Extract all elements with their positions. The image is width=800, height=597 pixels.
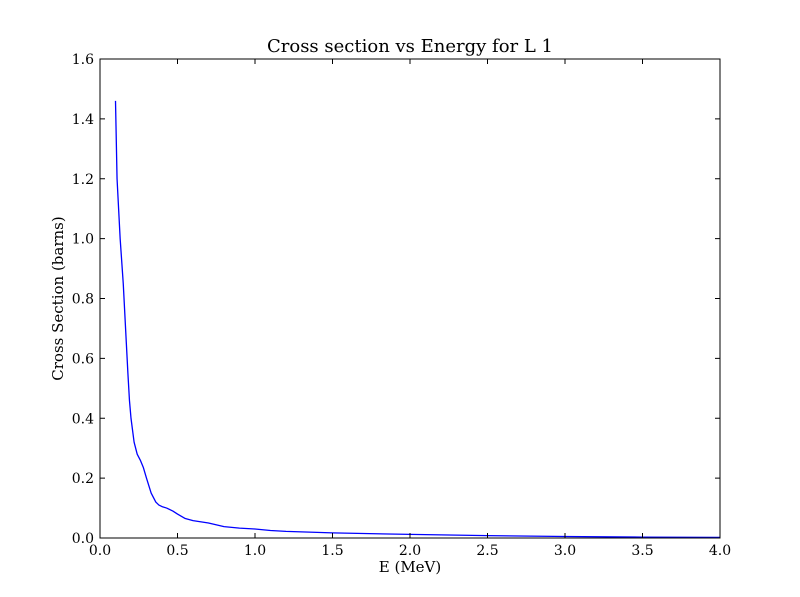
x-tick-label: 3.5 <box>631 543 653 559</box>
x-tick-label: 0.5 <box>166 543 188 559</box>
y-tick-label: 0.2 <box>72 471 94 487</box>
y-tick-label: 0.4 <box>72 411 94 427</box>
x-tick-label: 1.0 <box>244 543 266 559</box>
series-line-0 <box>114 100 721 539</box>
x-axis-title: E (MeV) <box>379 558 442 576</box>
x-tick-label: 4.0 <box>709 543 731 559</box>
x-tick-label: 2.5 <box>476 543 498 559</box>
x-tick-label: 1.5 <box>321 543 343 559</box>
chart-title: Cross section vs Energy for L 1 <box>267 36 553 57</box>
x-tick-label: 3.0 <box>554 543 576 559</box>
y-tick-label: 1.4 <box>72 112 94 128</box>
y-tick-label: 1.6 <box>72 52 94 68</box>
plot-area <box>114 100 721 539</box>
y-axis-title: Cross Section (barns) <box>49 216 67 380</box>
y-tick-label: 0.0 <box>72 531 94 547</box>
y-tick-label: 0.8 <box>72 292 94 308</box>
y-tick-label: 1.2 <box>72 172 94 188</box>
y-tick-label: 0.6 <box>72 351 94 367</box>
y-tick-label: 1.0 <box>72 232 94 248</box>
axis-ticks: 0.0 0.5 1.0 1.5 2.0 2.5 3.0 3.5 4.0 0.0 0.2 0.4 0.6 0… <box>72 52 731 559</box>
x-tick-label: 2.0 <box>399 543 421 559</box>
x-tick-label: 0.0 <box>89 543 111 559</box>
